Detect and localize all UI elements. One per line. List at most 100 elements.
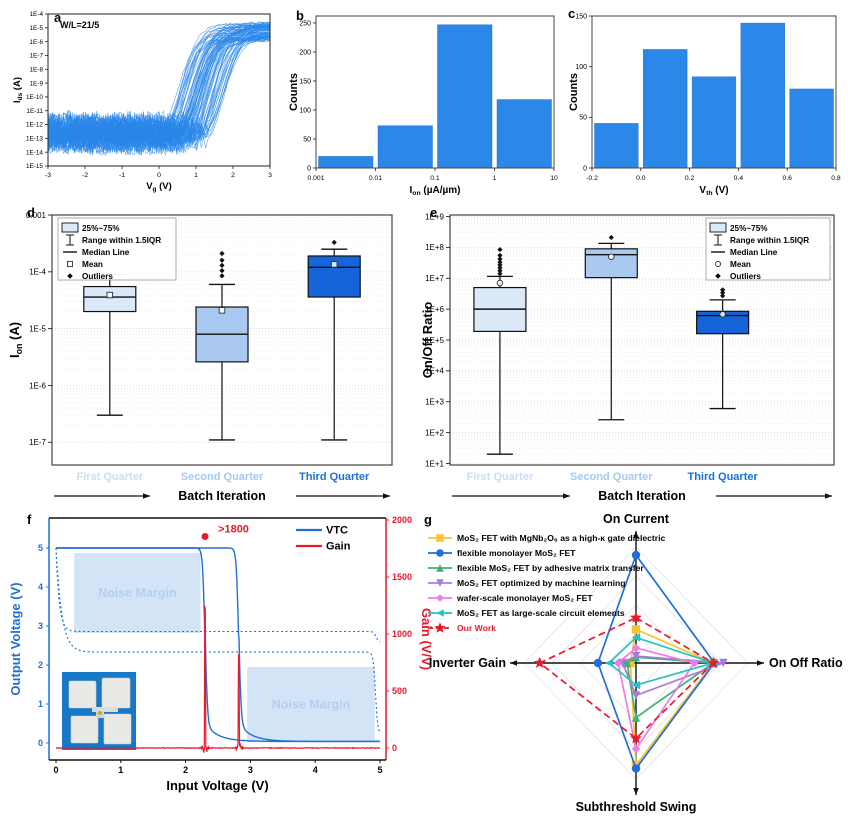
svg-text:0.6: 0.6 <box>782 175 792 182</box>
panel-b-ion-histogram: b 0 50 100 150 200 250 0.001 0.01 0.1 1 10 Ion (µA/… <box>286 4 562 200</box>
svg-text:0: 0 <box>583 165 587 172</box>
svg-text:5: 5 <box>377 765 382 775</box>
svg-text:Third Quarter: Third Quarter <box>687 471 758 483</box>
svg-text:Our Work: Our Work <box>457 623 496 633</box>
svg-text:1: 1 <box>38 699 43 709</box>
svg-text:MoS₂ FET optimized by machine: MoS₂ FET optimized by machine learning <box>457 578 626 588</box>
vtc-and-gain-curves <box>55 547 381 753</box>
svg-text:>1800: >1800 <box>218 524 249 536</box>
svg-text:1E+9: 1E+9 <box>425 212 444 221</box>
svg-text:1E-15: 1E-15 <box>26 163 43 170</box>
benchmark-radar-chart: On Current On Off Ratio Subthreshold Swing… <box>428 512 843 814</box>
svg-text:1E+4: 1E+4 <box>425 367 444 376</box>
ion-boxplot-chart: 0.001 1E-4 1E-5 1E-6 1E-7 First Quarter Second… <box>7 211 393 503</box>
panel-label-a: a <box>54 10 62 25</box>
svg-text:4: 4 <box>38 582 43 592</box>
panel-label-e: e <box>430 205 438 220</box>
svg-text:Mean: Mean <box>82 260 103 269</box>
svg-text:Outliers: Outliers <box>730 272 761 281</box>
panel-a-transfer-curves: a 1E-4 1E-5 1E-6 1E-7 1E-8 1E-9 1E-10 1E-11 1E-1… <box>8 4 280 200</box>
svg-text:wafer-scale monolayer MoS₂ FET: wafer-scale monolayer MoS₂ FET <box>456 593 593 603</box>
svg-text:-3: -3 <box>45 172 51 179</box>
svg-text:500: 500 <box>392 686 407 696</box>
panel-label-f: f <box>27 512 32 527</box>
legend: VTC Gain <box>296 525 351 553</box>
panel-g-benchmark-radar: g On Current On Off Ratio Subthreshold Swi… <box>420 506 848 822</box>
svg-text:0.001: 0.001 <box>26 211 47 220</box>
svg-text:1E+3: 1E+3 <box>425 398 444 407</box>
legend: MoS₂ FET with MgNb₂O₆ as a high-κ gate d… <box>428 533 665 633</box>
svg-text:2: 2 <box>183 765 188 775</box>
svg-text:Counts: Counts <box>288 73 300 111</box>
svg-text:1E-9: 1E-9 <box>30 80 44 87</box>
svg-text:1E+7: 1E+7 <box>425 274 444 283</box>
gridlines <box>450 216 834 464</box>
svg-text:-2: -2 <box>82 172 88 179</box>
svg-text:2: 2 <box>38 660 43 670</box>
svg-text:Subthreshold Swing: Subthreshold Swing <box>576 800 697 814</box>
svg-text:150: 150 <box>299 78 311 85</box>
svg-text:1E-5: 1E-5 <box>30 25 44 32</box>
svg-text:4: 4 <box>313 765 318 775</box>
svg-text:0: 0 <box>157 172 161 179</box>
svg-text:Gain (V/V): Gain (V/V) <box>419 608 434 670</box>
svg-text:W/L=21/5: W/L=21/5 <box>60 20 99 30</box>
svg-text:-1: -1 <box>119 172 125 179</box>
svg-text:Ion (A): Ion (A) <box>7 322 24 358</box>
svg-text:Ion (µA/µm): Ion (µA/µm) <box>410 185 461 197</box>
svg-text:0.01: 0.01 <box>369 175 382 182</box>
panel-e-onoff-boxplot: e 1E+9 1E+8 1E+7 1E+6 1E+5 1E+4 1E+3 1E+2 1E+1 Fi… <box>420 202 840 503</box>
svg-text:1E-6: 1E-6 <box>29 381 46 390</box>
svg-text:1: 1 <box>118 765 123 775</box>
svg-text:1E-8: 1E-8 <box>30 66 44 73</box>
svg-text:Mean: Mean <box>730 260 751 269</box>
inverter-micrograph-inset <box>62 672 136 750</box>
svg-text:1E+5: 1E+5 <box>425 336 444 345</box>
svg-text:Batch Iteration: Batch Iteration <box>178 489 266 503</box>
svg-text:Counts: Counts <box>568 73 580 111</box>
svg-text:MoS₂ FET with MgNb₂O₆ as a hig: MoS₂ FET with MgNb₂O₆ as a high-κ gate d… <box>457 533 665 543</box>
svg-text:0: 0 <box>392 743 397 753</box>
hist-bars <box>318 24 552 169</box>
svg-text:Second Quarter: Second Quarter <box>570 471 653 483</box>
svg-text:-0.2: -0.2 <box>586 175 598 182</box>
axes: 1E+9 1E+8 1E+7 1E+6 1E+5 1E+4 1E+3 1E+2 1E+1 Firs… <box>420 212 832 503</box>
svg-text:50: 50 <box>303 136 311 143</box>
frame <box>48 517 387 761</box>
svg-text:2: 2 <box>231 172 235 179</box>
svg-text:0.4: 0.4 <box>734 175 744 182</box>
svg-text:1E-6: 1E-6 <box>30 39 44 46</box>
svg-text:1: 1 <box>194 172 198 179</box>
svg-text:1E+1: 1E+1 <box>425 459 444 468</box>
legend: 25%~75% Range within 1.5IQR Median Line Mea… <box>705 217 831 281</box>
svg-text:3: 3 <box>38 621 43 631</box>
svg-text:Output Voltage (V): Output Voltage (V) <box>8 582 23 695</box>
svg-text:flexible monolayer MoS₂ FET: flexible monolayer MoS₂ FET <box>457 548 576 558</box>
svg-text:VTC: VTC <box>326 525 348 537</box>
boxes <box>83 239 361 441</box>
svg-text:200: 200 <box>299 49 311 56</box>
svg-text:1E+6: 1E+6 <box>425 305 444 314</box>
svg-text:25%~75%: 25%~75% <box>730 224 768 233</box>
svg-text:0.1: 0.1 <box>430 175 440 182</box>
svg-text:Gain: Gain <box>326 541 351 553</box>
svg-text:0: 0 <box>53 765 58 775</box>
svg-text:On Off Ratio: On Off Ratio <box>769 656 843 670</box>
svg-text:Vg (V): Vg (V) <box>146 181 172 193</box>
svg-text:Vth (V): Vth (V) <box>699 185 728 197</box>
svg-text:First Quarter: First Quarter <box>76 471 143 483</box>
svg-text:1000: 1000 <box>392 629 412 639</box>
svg-text:Third Quarter: Third Quarter <box>299 471 370 483</box>
svg-text:2000: 2000 <box>392 515 412 525</box>
svg-text:0.0: 0.0 <box>636 175 646 182</box>
ion-histogram-chart: 0 50 100 150 200 250 0.001 0.01 0.1 1 10 Ion (µA/µm… <box>288 15 558 197</box>
panel-label-d: d <box>27 205 35 220</box>
svg-text:1E-4: 1E-4 <box>30 11 44 18</box>
svg-text:Second Quarter: Second Quarter <box>181 471 264 483</box>
svg-text:1E-5: 1E-5 <box>29 324 46 333</box>
svg-text:0.8: 0.8 <box>831 175 841 182</box>
hist-bars <box>594 22 834 169</box>
svg-text:Outliers: Outliers <box>82 272 113 281</box>
svg-text:100: 100 <box>575 64 587 71</box>
